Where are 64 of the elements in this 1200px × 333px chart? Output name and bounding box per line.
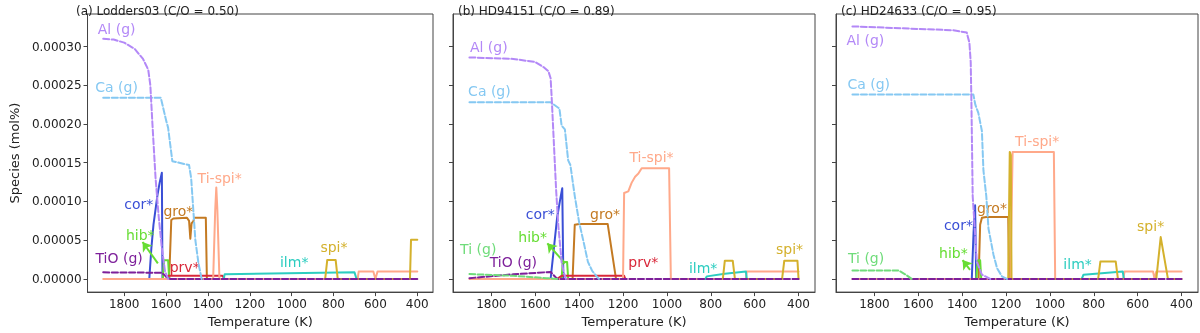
series-label: prv* — [169, 258, 200, 275]
x-tick-label: 400 — [787, 297, 810, 312]
x-tick-label: 1600 — [903, 297, 934, 312]
x-tick-label: 400 — [1170, 297, 1193, 312]
y-tick-label: 0.00030 — [31, 39, 82, 54]
series-label: gro* — [163, 202, 194, 219]
x-tick-label: 800 — [1082, 297, 1106, 312]
x-tick-label: 800 — [322, 297, 345, 312]
y-tick-label: 0.00005 — [31, 233, 82, 248]
series-label: cor* — [943, 217, 973, 234]
x-tick-label: 1000 — [651, 297, 683, 312]
series-label: Al (g) — [846, 31, 885, 48]
y-tick-label: 0.00015 — [31, 155, 82, 170]
y-tick-label: 0.00025 — [31, 78, 82, 93]
series-label: Ti-spi* — [196, 170, 242, 187]
x-tick-label: 1800 — [108, 297, 140, 312]
series-label: TiO (g) — [94, 250, 143, 267]
series-label: spi* — [776, 241, 804, 258]
x-tick-label: 1200 — [607, 297, 639, 312]
x-tick-label: 1400 — [946, 297, 978, 312]
x-tick-label: 1200 — [990, 297, 1022, 312]
series-label: prv* — [628, 253, 659, 270]
x-tick-label: 1000 — [1034, 297, 1066, 312]
x-axis-title: Temperature (K) — [206, 314, 313, 329]
series-label: cor* — [124, 196, 154, 213]
y-tick-label: 0.00020 — [31, 117, 82, 131]
x-tick-label: 1000 — [276, 297, 307, 312]
series-label: Ti-spi* — [1014, 133, 1060, 150]
x-axis-title: Temperature (K) — [580, 314, 687, 329]
x-tick-label: 1600 — [520, 297, 551, 312]
series-label: hib* — [518, 229, 547, 246]
series-label: Al (g) — [97, 21, 136, 38]
series-label: hib* — [939, 245, 968, 262]
x-tick-label: 800 — [699, 297, 723, 312]
chart-title: (c) HD24633 (C/O = 0.95) — [841, 4, 997, 18]
series-label: ilm* — [279, 253, 309, 270]
x-axis-title: Temperature (K) — [963, 314, 1070, 329]
series-label: Al (g) — [469, 39, 508, 56]
x-tick-label: 1800 — [476, 297, 507, 312]
y-tick-label: 0.00000 — [31, 271, 82, 286]
x-tick-label: 600 — [1126, 297, 1150, 312]
x-tick-label: 1200 — [234, 297, 266, 312]
series-label: Ca (g) — [468, 83, 511, 100]
y-tick-label: 0.00010 — [31, 194, 82, 209]
series-label: Ti-spi* — [628, 149, 674, 166]
x-tick-label: 1400 — [563, 297, 595, 312]
chart-title: (b) HD94151 (C/O = 0.89) — [458, 4, 615, 18]
x-tick-label: 400 — [405, 297, 429, 312]
series-label: Ca (g) — [847, 76, 890, 93]
x-tick-label: 1400 — [192, 297, 224, 312]
y-axis-title: Species (mol%) — [7, 102, 22, 204]
chart-title: (a) Lodders03 (C/O = 0.50) — [76, 4, 239, 18]
x-tick-label: 1600 — [150, 297, 182, 312]
series-label: gro* — [590, 206, 620, 223]
series-label: spi* — [1137, 217, 1165, 234]
x-tick-label: 600 — [743, 297, 767, 312]
series-label: ilm* — [688, 260, 718, 277]
x-tick-label: 1800 — [859, 297, 890, 312]
series-label: cor* — [525, 206, 555, 223]
series-label: Ti (g) — [846, 250, 885, 267]
series-label: ilm* — [1063, 256, 1092, 273]
series-label: spi* — [320, 238, 348, 255]
x-tick-label: 600 — [363, 297, 387, 312]
series-label: Ca (g) — [95, 78, 138, 95]
